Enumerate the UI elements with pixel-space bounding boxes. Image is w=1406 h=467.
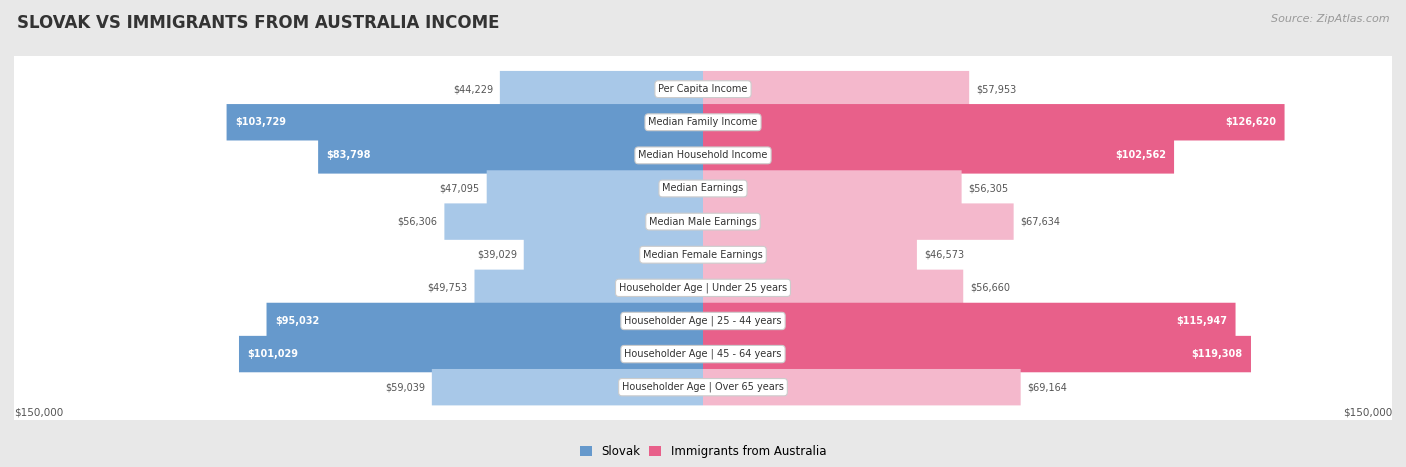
Text: Householder Age | Over 65 years: Householder Age | Over 65 years [621,382,785,392]
FancyBboxPatch shape [703,236,917,273]
Text: Median Family Income: Median Family Income [648,117,758,127]
Text: Source: ZipAtlas.com: Source: ZipAtlas.com [1271,14,1389,24]
Text: $56,306: $56,306 [398,217,437,226]
Text: $115,947: $115,947 [1177,316,1227,326]
FancyBboxPatch shape [703,104,1285,141]
FancyBboxPatch shape [7,0,1399,467]
FancyBboxPatch shape [7,0,1399,467]
Text: $150,000: $150,000 [14,407,63,417]
Text: Householder Age | 45 - 64 years: Householder Age | 45 - 64 years [624,349,782,359]
Text: $56,660: $56,660 [970,283,1010,293]
FancyBboxPatch shape [703,303,1236,339]
Text: $67,634: $67,634 [1021,217,1060,226]
Text: $101,029: $101,029 [247,349,298,359]
FancyBboxPatch shape [318,137,703,174]
FancyBboxPatch shape [703,170,962,207]
FancyBboxPatch shape [7,0,1399,467]
Text: $126,620: $126,620 [1225,117,1277,127]
FancyBboxPatch shape [7,0,1399,467]
Text: $46,573: $46,573 [924,250,965,260]
Text: SLOVAK VS IMMIGRANTS FROM AUSTRALIA INCOME: SLOVAK VS IMMIGRANTS FROM AUSTRALIA INCO… [17,14,499,32]
Text: $83,798: $83,798 [326,150,371,160]
Text: Householder Age | Under 25 years: Householder Age | Under 25 years [619,283,787,293]
FancyBboxPatch shape [703,269,963,306]
Text: Median Male Earnings: Median Male Earnings [650,217,756,226]
Text: Median Earnings: Median Earnings [662,184,744,193]
FancyBboxPatch shape [239,336,703,372]
Legend: Slovak, Immigrants from Australia: Slovak, Immigrants from Australia [579,445,827,458]
FancyBboxPatch shape [7,0,1399,467]
FancyBboxPatch shape [7,0,1399,467]
FancyBboxPatch shape [524,236,703,273]
FancyBboxPatch shape [226,104,703,141]
Text: $103,729: $103,729 [235,117,285,127]
FancyBboxPatch shape [703,204,1014,240]
FancyBboxPatch shape [703,137,1174,174]
Text: Per Capita Income: Per Capita Income [658,84,748,94]
FancyBboxPatch shape [501,71,703,107]
FancyBboxPatch shape [267,303,703,339]
Text: $57,953: $57,953 [976,84,1017,94]
FancyBboxPatch shape [432,369,703,405]
Text: $44,229: $44,229 [453,84,494,94]
Text: $56,305: $56,305 [969,184,1008,193]
FancyBboxPatch shape [7,0,1399,467]
Text: $102,562: $102,562 [1115,150,1166,160]
Text: Median Household Income: Median Household Income [638,150,768,160]
Text: Median Female Earnings: Median Female Earnings [643,250,763,260]
FancyBboxPatch shape [703,369,1021,405]
FancyBboxPatch shape [7,0,1399,467]
FancyBboxPatch shape [486,170,703,207]
Text: $119,308: $119,308 [1191,349,1243,359]
Text: Householder Age | 25 - 44 years: Householder Age | 25 - 44 years [624,316,782,326]
Text: $49,753: $49,753 [427,283,468,293]
FancyBboxPatch shape [703,336,1251,372]
FancyBboxPatch shape [703,71,969,107]
Text: $95,032: $95,032 [274,316,319,326]
Text: $59,039: $59,039 [385,382,425,392]
FancyBboxPatch shape [7,0,1399,467]
FancyBboxPatch shape [7,0,1399,467]
FancyBboxPatch shape [474,269,703,306]
FancyBboxPatch shape [444,204,703,240]
Text: $47,095: $47,095 [440,184,479,193]
Text: $150,000: $150,000 [1343,407,1392,417]
Text: $69,164: $69,164 [1028,382,1067,392]
Text: $39,029: $39,029 [477,250,517,260]
